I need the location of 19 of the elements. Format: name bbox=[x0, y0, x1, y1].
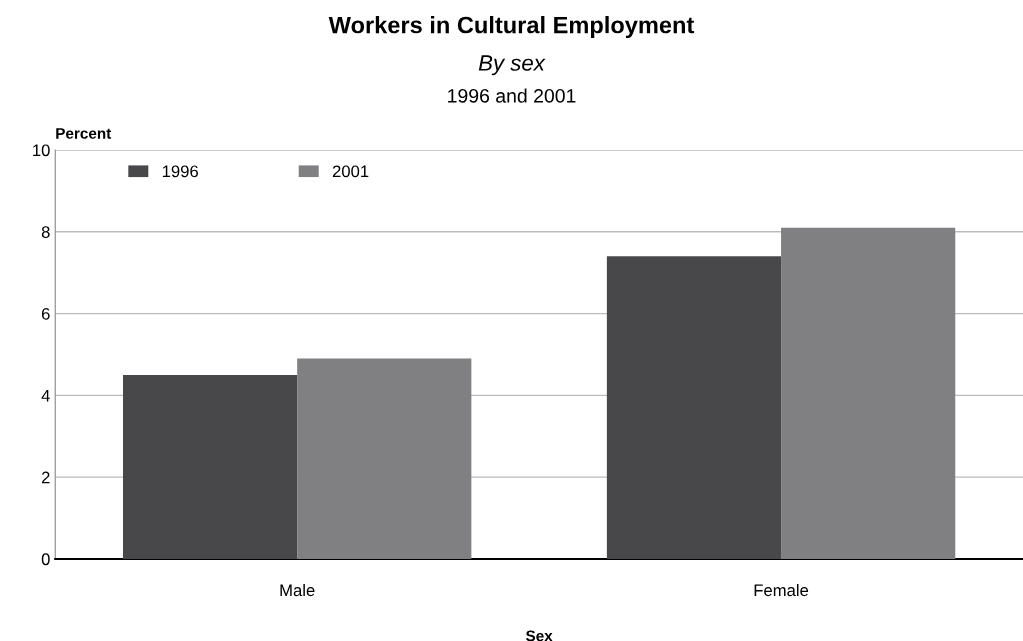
x-tick-label: Female bbox=[754, 583, 809, 597]
bar bbox=[781, 227, 956, 559]
y-tick-label: 10 bbox=[33, 144, 50, 157]
y-tick-label: 8 bbox=[41, 226, 50, 238]
legend-label: 2001 bbox=[332, 165, 369, 178]
bar bbox=[606, 256, 782, 559]
bar bbox=[122, 374, 298, 559]
y-tick-label: 2 bbox=[41, 471, 50, 484]
y-tick-label: 0 bbox=[41, 553, 50, 566]
chart-title: Workers in Cultural Employment bbox=[328, 16, 695, 39]
y-tick-label: 6 bbox=[41, 307, 50, 320]
y-axis-title: Percent bbox=[56, 128, 112, 139]
bar bbox=[297, 358, 472, 559]
x-axis-title: Sex bbox=[525, 630, 553, 641]
x-tick-label: Male bbox=[280, 583, 315, 597]
y-tick-label: 4 bbox=[41, 389, 50, 402]
text: 1996 and 2001 bbox=[448, 88, 576, 103]
legend-label: 1996 bbox=[162, 165, 198, 178]
chart-subtitle: By sex bbox=[478, 55, 546, 76]
